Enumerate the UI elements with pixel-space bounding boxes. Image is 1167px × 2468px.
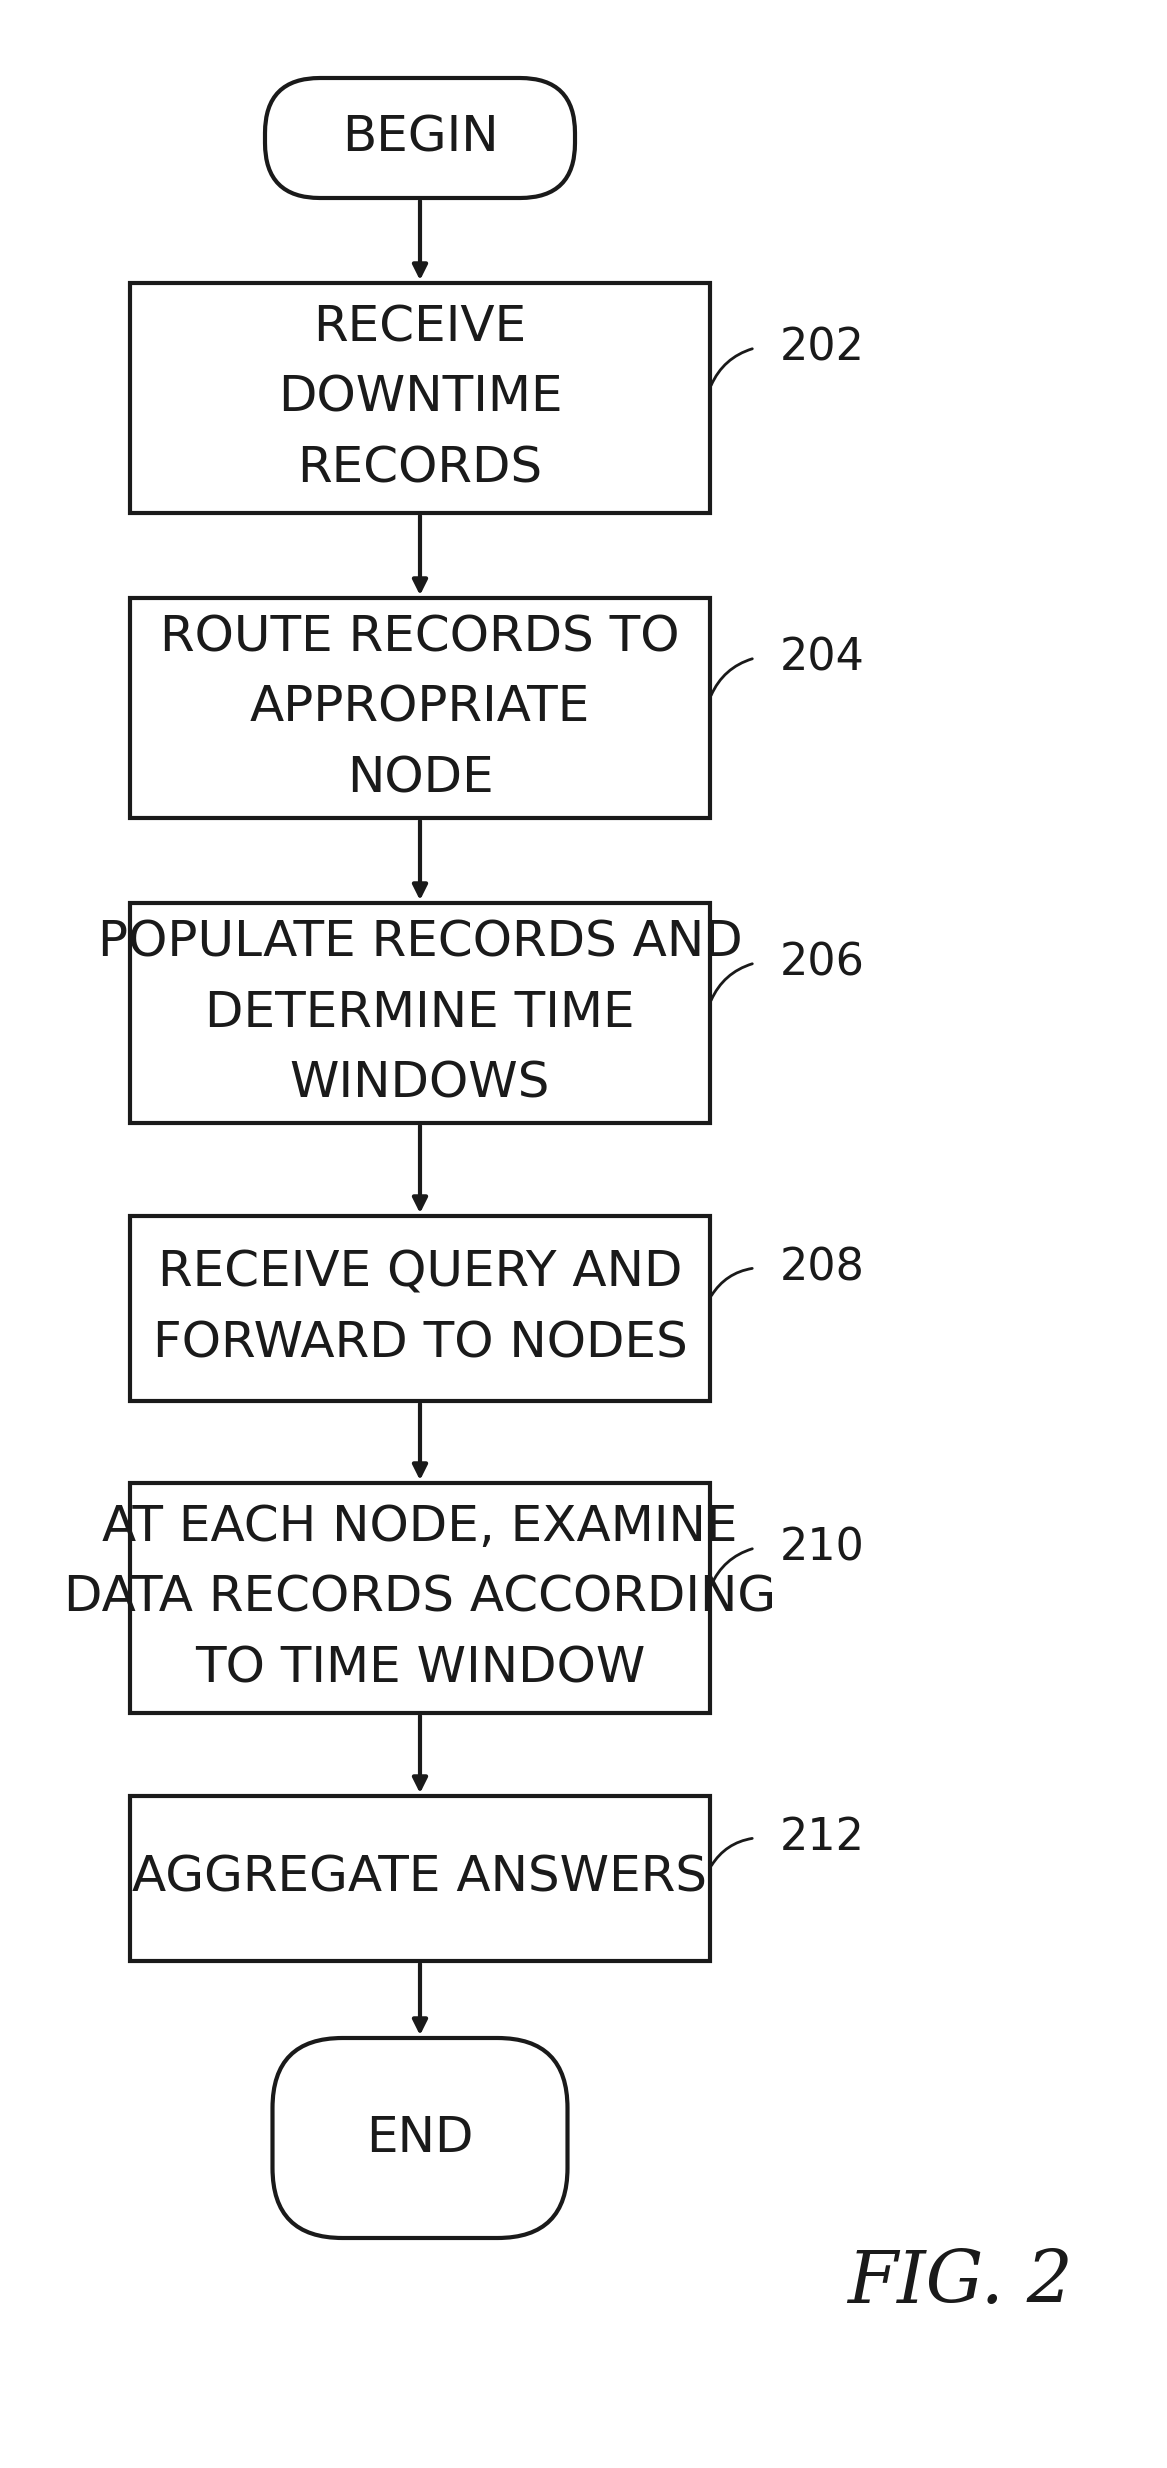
Text: POPULATE RECORDS AND
DETERMINE TIME
WINDOWS: POPULATE RECORDS AND DETERMINE TIME WIND…	[98, 918, 742, 1108]
Text: AGGREGATE ANSWERS: AGGREGATE ANSWERS	[133, 1853, 707, 1903]
Text: RECEIVE QUERY AND
FORWARD TO NODES: RECEIVE QUERY AND FORWARD TO NODES	[153, 1249, 687, 1367]
Bar	[130, 284, 710, 513]
Text: END: END	[366, 2115, 474, 2162]
Bar	[130, 903, 710, 1123]
Text: 208: 208	[780, 1246, 865, 1288]
FancyArrowPatch shape	[712, 1269, 753, 1296]
FancyArrowPatch shape	[711, 1550, 753, 1584]
Text: 202: 202	[780, 326, 865, 370]
Bar	[130, 1483, 710, 1713]
Text: 204: 204	[780, 637, 865, 679]
Bar	[130, 1217, 710, 1399]
Text: ROUTE RECORDS TO
APPROPRIATE
NODE: ROUTE RECORDS TO APPROPRIATE NODE	[160, 612, 679, 802]
Text: BEGIN: BEGIN	[342, 114, 498, 163]
Text: AT EACH NODE, EXAMINE
DATA RECORDS ACCORDING
TO TIME WINDOW: AT EACH NODE, EXAMINE DATA RECORDS ACCOR…	[64, 1503, 776, 1693]
Text: 206: 206	[780, 940, 865, 985]
Text: 210: 210	[780, 1528, 865, 1570]
FancyArrowPatch shape	[711, 659, 753, 696]
Text: 212: 212	[780, 1816, 865, 1858]
Text: FIG. 2: FIG. 2	[847, 2248, 1072, 2317]
FancyBboxPatch shape	[265, 79, 575, 197]
FancyBboxPatch shape	[273, 2039, 567, 2238]
Text: RECEIVE
DOWNTIME
RECORDS: RECEIVE DOWNTIME RECORDS	[278, 304, 562, 494]
FancyArrowPatch shape	[711, 965, 753, 1000]
Bar	[130, 597, 710, 817]
FancyArrowPatch shape	[711, 348, 753, 385]
FancyArrowPatch shape	[712, 1839, 753, 1866]
Bar	[130, 1797, 710, 1960]
